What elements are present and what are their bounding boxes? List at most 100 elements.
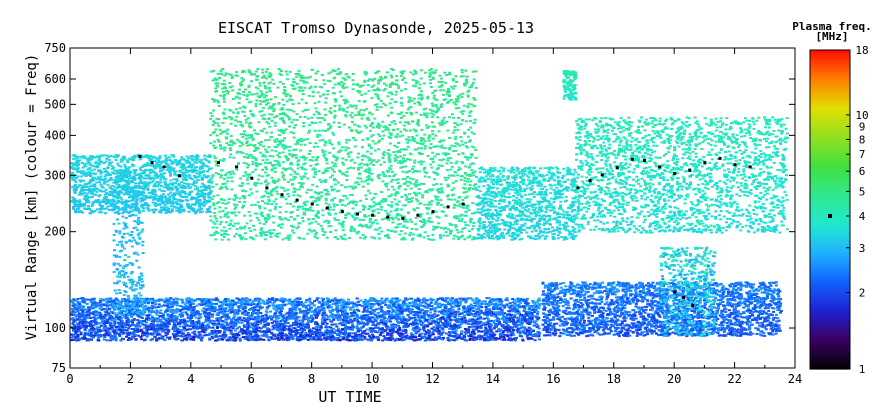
echo-mark xyxy=(177,334,181,337)
echo-mark xyxy=(620,326,624,329)
echo-mark xyxy=(484,326,488,329)
echo-mark xyxy=(339,298,343,301)
echo-mark xyxy=(309,337,313,340)
echo-mark xyxy=(89,312,93,315)
echo-mark xyxy=(198,315,202,317)
echo-mark xyxy=(516,319,520,322)
echo-mark xyxy=(105,319,109,322)
echo-mark xyxy=(517,306,521,309)
echo-mark xyxy=(170,305,174,308)
echo-mark xyxy=(527,326,531,329)
echo-mark xyxy=(253,316,257,319)
echo-mark xyxy=(487,297,491,300)
echo-mark xyxy=(360,318,364,321)
echo-mark xyxy=(70,336,74,339)
echo-mark xyxy=(335,325,339,328)
echo-mark xyxy=(326,335,330,338)
echo-mark xyxy=(521,298,525,301)
echo-mark xyxy=(520,314,524,316)
echo-mark xyxy=(142,327,146,330)
echo-mark xyxy=(441,299,445,301)
echo-mark xyxy=(355,314,359,317)
echo-mark xyxy=(215,331,219,334)
echo-mark xyxy=(126,333,130,336)
echo-mark xyxy=(241,329,245,332)
echo-mark xyxy=(525,328,529,331)
echo-mark xyxy=(395,314,399,317)
echo-mark xyxy=(94,320,98,323)
echo-mark xyxy=(224,300,228,303)
echo-mark xyxy=(391,297,395,300)
echo-mark xyxy=(317,312,321,315)
echo-mark xyxy=(128,325,132,328)
echo-mark xyxy=(338,316,342,319)
echo-mark xyxy=(165,309,169,312)
echo-mark xyxy=(494,302,498,305)
echo-mark xyxy=(92,311,96,314)
echo-mark xyxy=(531,308,535,311)
echo-mark xyxy=(510,304,514,307)
echo-mark xyxy=(233,339,237,342)
echo-mark xyxy=(279,310,283,313)
echo-mark xyxy=(262,325,266,328)
echo-mark xyxy=(310,306,314,309)
echo-mark xyxy=(268,298,272,301)
echo-mark xyxy=(416,311,420,314)
echo-mark xyxy=(462,309,466,311)
echo-mark xyxy=(468,337,472,340)
echo-mark xyxy=(254,297,258,300)
echo-mark xyxy=(329,326,333,329)
echo-mark xyxy=(325,322,329,325)
echo-mark xyxy=(473,302,477,305)
echo-mark xyxy=(283,299,287,302)
echo-mark xyxy=(351,325,355,328)
echo-mark xyxy=(159,309,163,312)
echo-mark xyxy=(111,335,115,338)
echo-mark xyxy=(96,313,99,316)
echo-mark xyxy=(448,325,452,328)
echo-mark xyxy=(402,325,406,328)
echo-mark xyxy=(168,317,172,320)
echo-mark xyxy=(302,316,306,319)
echo-mark xyxy=(280,329,284,332)
echo-mark xyxy=(100,321,104,324)
echo-mark xyxy=(306,327,310,330)
echo-mark xyxy=(492,321,496,324)
echo-mark xyxy=(519,305,523,308)
echo-mark xyxy=(289,328,293,331)
echo-mark xyxy=(396,309,400,312)
echo-mark xyxy=(224,327,227,330)
echo-mark xyxy=(481,323,485,326)
echo-mark xyxy=(721,285,725,288)
echo-mark xyxy=(331,309,334,312)
echo-mark xyxy=(267,301,271,304)
echo-mark xyxy=(72,329,76,332)
echo-mark xyxy=(422,335,426,338)
echo-mark xyxy=(105,310,109,313)
echo-mark xyxy=(454,298,458,301)
echo-mark xyxy=(92,306,96,309)
echo-mark xyxy=(295,328,299,331)
echo-mark xyxy=(208,306,212,309)
echo-mark xyxy=(231,327,235,330)
echo-mark xyxy=(93,334,97,337)
echo-mark xyxy=(278,329,282,332)
echo-mark xyxy=(113,333,117,335)
echo-mark xyxy=(242,298,246,301)
echo-mark xyxy=(311,317,315,320)
echo-mark xyxy=(248,335,252,338)
echo-mark xyxy=(95,323,98,326)
echo-mark xyxy=(536,312,539,315)
echo-mark xyxy=(299,303,303,306)
echo-mark xyxy=(308,316,312,319)
echo-mark xyxy=(369,337,373,339)
echo-mark xyxy=(470,313,474,315)
echo-mark xyxy=(468,314,472,316)
echo-mark xyxy=(310,338,314,341)
echo-mark xyxy=(173,329,176,332)
echo-mark xyxy=(102,299,106,302)
echo-mark xyxy=(221,323,225,326)
echo-mark xyxy=(79,333,83,336)
echo-mark xyxy=(487,304,491,307)
echo-mark xyxy=(418,317,422,320)
